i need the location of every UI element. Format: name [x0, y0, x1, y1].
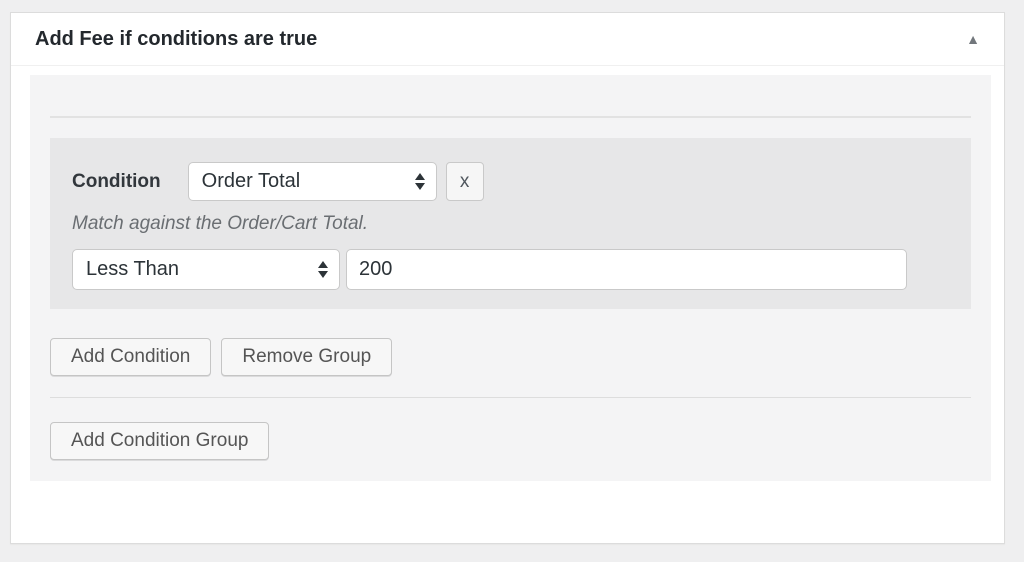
select-stepper-arrows-icon	[318, 261, 328, 278]
operator-select[interactable]: Less Than	[72, 249, 340, 290]
panel-actions-row: Add Condition Group	[50, 422, 971, 460]
group-actions-row: Add Condition Remove Group	[50, 338, 971, 376]
metabox-title: Add Fee if conditions are true	[35, 27, 318, 50]
condition-type-select[interactable]: Order Total	[187, 162, 437, 201]
arrow-down-icon	[414, 183, 425, 190]
arrow-down-icon	[318, 271, 328, 278]
conditions-panel: Condition Order Total x Match against th…	[30, 75, 991, 481]
arrow-up-icon	[318, 261, 328, 268]
panel-mid-divider	[50, 397, 971, 398]
metabox-header[interactable]: Add Fee if conditions are true ▲	[11, 13, 1004, 66]
select-stepper-arrows-icon	[414, 173, 425, 190]
add-fee-metabox: Add Fee if conditions are true ▲ Conditi…	[10, 12, 1005, 544]
condition-value-row: Less Than	[72, 249, 949, 290]
remove-group-button[interactable]: Remove Group	[221, 338, 393, 376]
condition-group: Condition Order Total x Match against th…	[50, 138, 971, 309]
remove-condition-button[interactable]: x	[445, 162, 484, 201]
condition-description: Match against the Order/Cart Total.	[72, 213, 369, 234]
triangle-up-icon: ▲	[966, 31, 980, 47]
arrow-up-icon	[414, 173, 425, 180]
panel-top-divider	[50, 116, 971, 118]
collapse-toggle-button[interactable]: ▲	[958, 28, 988, 50]
condition-label: Condition	[72, 170, 161, 192]
add-condition-group-button[interactable]: Add Condition Group	[50, 422, 270, 460]
condition-type-row: Condition Order Total x	[72, 162, 949, 201]
condition-type-selected-value: Order Total	[201, 170, 301, 192]
condition-value-input[interactable]	[346, 249, 907, 290]
operator-selected-value: Less Than	[86, 258, 180, 280]
add-condition-button[interactable]: Add Condition	[50, 338, 212, 376]
